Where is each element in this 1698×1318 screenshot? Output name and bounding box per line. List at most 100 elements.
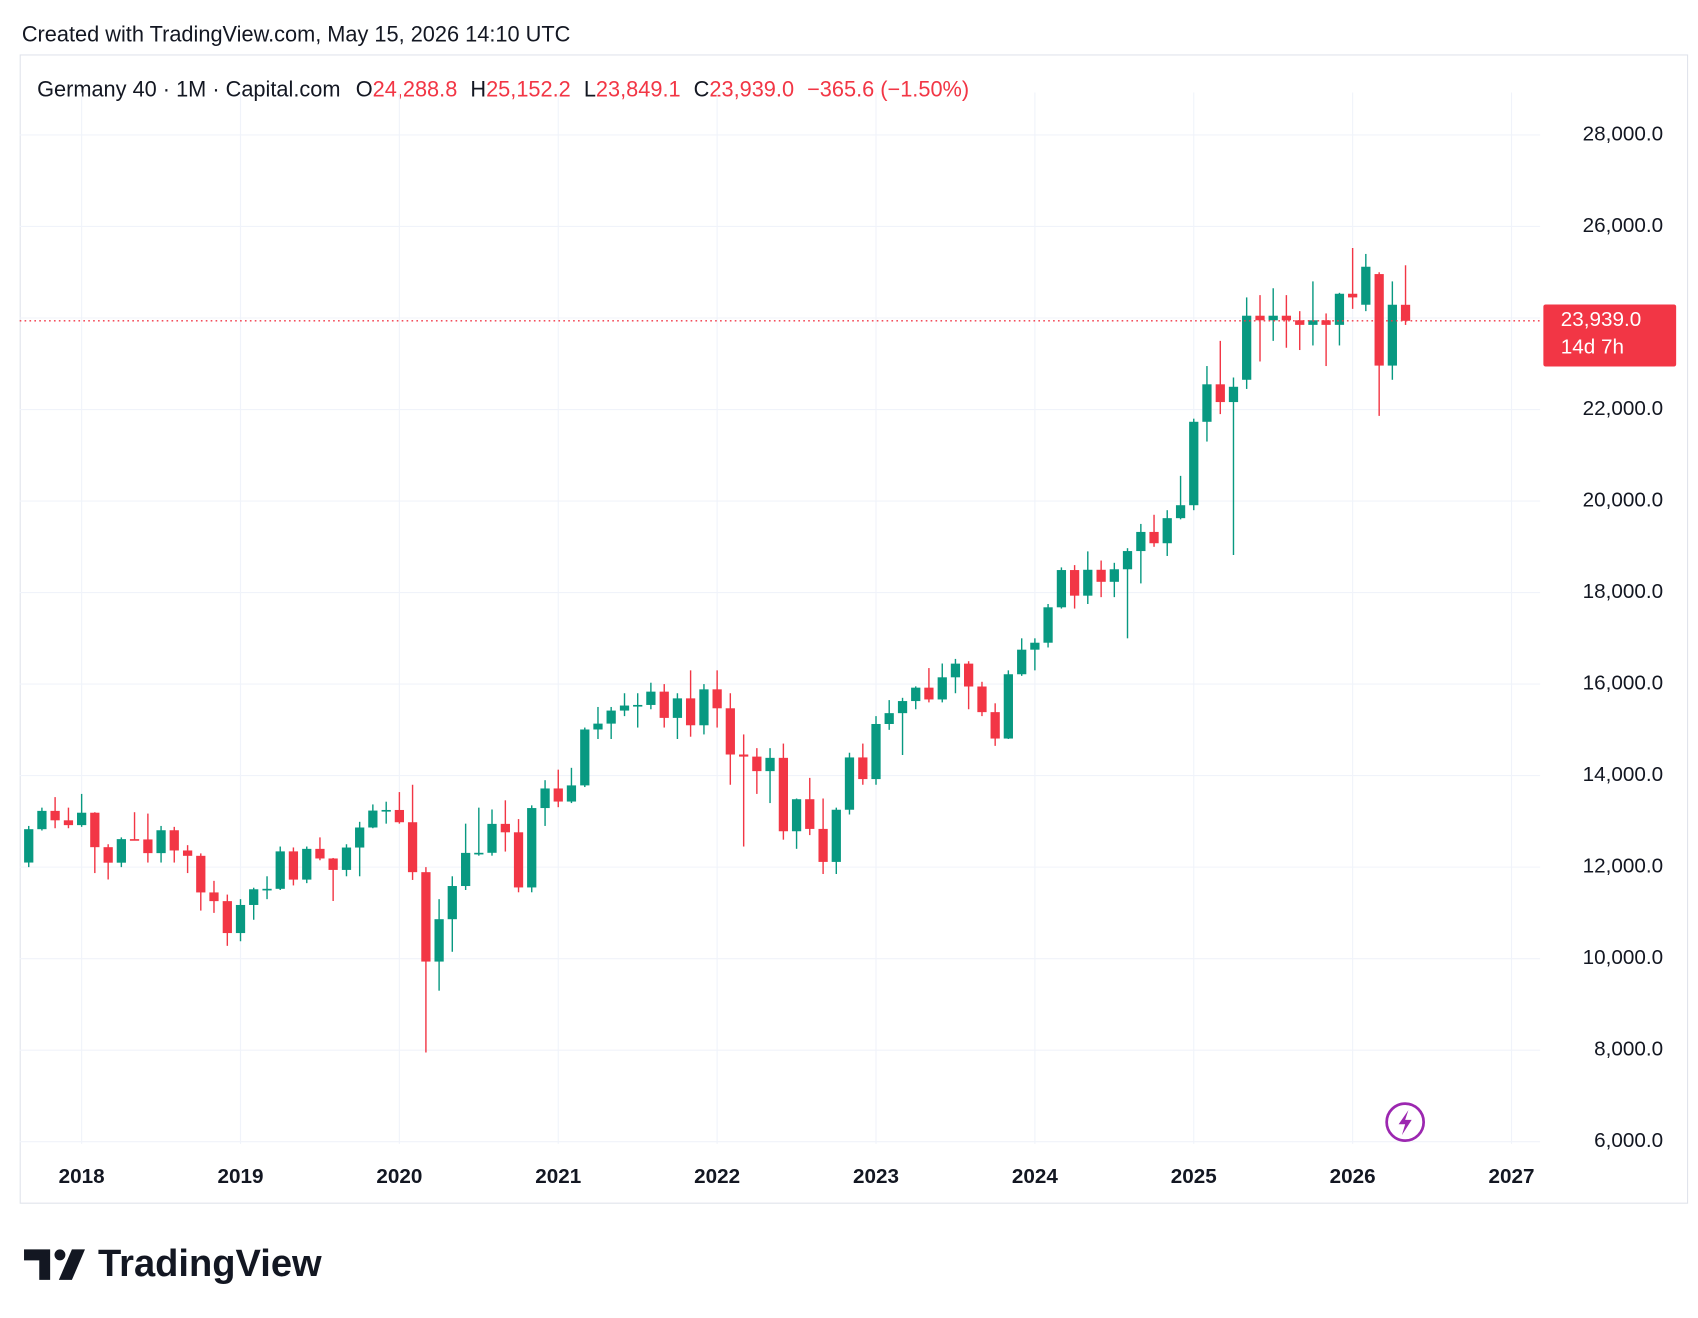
candle-body [249,889,259,905]
candle-body [791,799,802,832]
candle-body [63,820,74,826]
candle-body [699,689,709,726]
candle-body [368,810,378,828]
candle-body [659,691,669,718]
candle-body [407,822,418,873]
candle-body [778,757,789,832]
legend-change: −365.6 (−1.50%) [807,76,969,101]
candle-body [1361,266,1371,305]
candle-body [1056,570,1067,608]
candle-body [540,788,550,809]
candle-body [1096,569,1106,582]
candle-body [884,713,894,724]
brand: TradingView [98,1243,322,1285]
candle-body [288,851,299,880]
y-tick-label: 12,000.0 [1583,855,1663,878]
candle-body [1228,386,1239,403]
candles [24,247,1411,1053]
candle-body [1268,315,1278,321]
candle-body [461,852,471,887]
candle-body [1255,315,1265,321]
x-tick-label: 2019 [218,1165,264,1188]
candle-body [355,827,365,848]
candle-body [222,901,232,934]
x-tick-label: 2020 [376,1165,422,1188]
y-tick-label: 16,000.0 [1583,672,1663,695]
candle-body [606,710,616,724]
candle-body [209,892,219,902]
candle-body [871,723,881,780]
candle-body [712,689,722,709]
candle-body [1308,320,1318,325]
candle-body [24,829,34,863]
candle-body [725,708,735,755]
legend-value: 23,849.1 [596,76,681,101]
candle-body [990,712,1000,739]
candle-body [858,757,868,780]
candle-body [37,810,47,830]
candle-body [672,698,683,718]
x-tick-label: 2022 [694,1165,740,1188]
candle-body [1321,320,1331,325]
candle-body [235,904,246,934]
legend-label: O [356,76,373,101]
candle-body [421,872,431,962]
legend-value: 24,288.8 [373,76,458,101]
candle-body [1281,315,1292,321]
candle-body [1387,304,1397,366]
candle-body [1043,607,1053,643]
candle-body [580,729,590,786]
legend-label: L [584,76,596,101]
candle-body [911,687,921,702]
candle-body [77,812,87,826]
chart-frame [19,54,1689,1204]
legend-value: 25,152.2 [486,76,571,101]
candle-body [739,754,749,757]
y-tick-label: 20,000.0 [1583,488,1663,511]
axes: 6,000.0 8,000.0 10,000.0 12,000.0 14,000.0 16… [19,122,1677,1188]
candle-body [182,850,193,856]
candle-body [1202,384,1212,422]
candle-body [1334,293,1345,325]
candle-body [831,809,841,862]
candle-body [513,832,524,888]
x-tick-label: 2018 [59,1165,105,1188]
y-tick-label: 10,000.0 [1583,946,1663,969]
x-tick-label: 2024 [1012,1165,1058,1188]
candle-body [1017,649,1027,675]
legend-symbol: Germany 40 · 1M · Capital.com [37,76,340,101]
candle-body [156,830,166,854]
candle-body [196,855,206,893]
candle-body [103,847,113,863]
y-tick-label: 14,000.0 [1583,763,1663,786]
candle-body [447,886,457,920]
candle-body [924,687,934,700]
x-tick-label: 2026 [1330,1165,1376,1188]
candle-body [169,830,179,851]
legend-label: H [470,76,486,101]
y-tick-label: 8,000.0 [1594,1038,1663,1061]
candle-body [897,701,908,714]
x-tick-label: 2027 [1489,1165,1535,1188]
candle-body [646,691,656,705]
candle-body [977,686,987,713]
candle-body [129,839,140,841]
y-tick-label: 6,000.0 [1594,1129,1663,1152]
candle-body [434,919,444,962]
candle-body [844,757,855,810]
candle-body [1030,642,1040,650]
candle-body [619,705,630,711]
candle-body [50,810,60,821]
candle-body [527,808,537,888]
candle-body [1374,274,1384,366]
candle-body [90,812,100,848]
y-tick-label: 18,000.0 [1583,580,1663,603]
alert-icon [1385,1102,1426,1142]
candle-body [1083,569,1093,596]
candle-body [1189,421,1199,506]
candle-body [964,663,974,687]
candle-body [500,823,510,833]
candle-body [752,756,762,772]
candle-body [566,785,577,802]
